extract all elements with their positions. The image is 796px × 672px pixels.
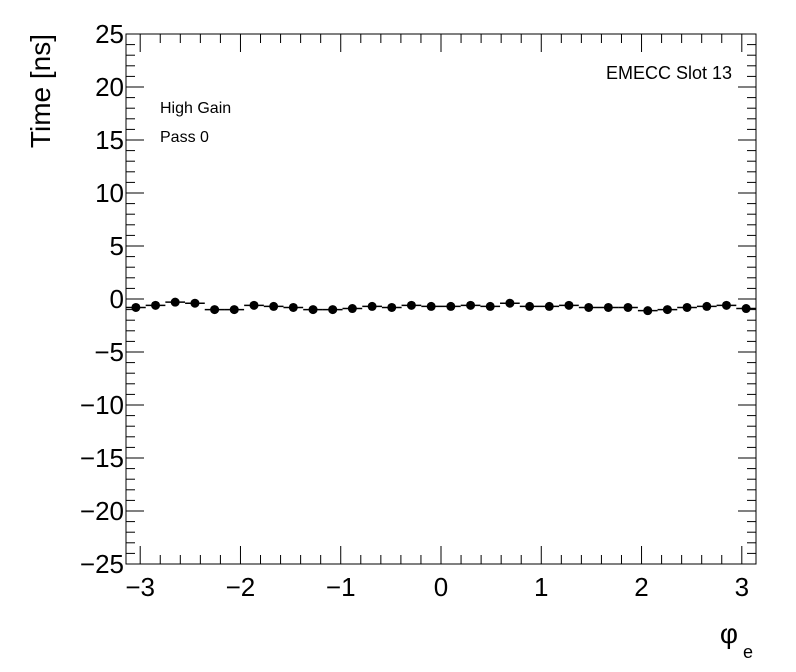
data-point [721, 300, 731, 310]
data-point [662, 305, 672, 315]
data-point [584, 302, 594, 312]
y-tick-label: −10 [80, 390, 124, 420]
x-tick-label: −3 [125, 572, 155, 602]
y-tick-label: 5 [110, 231, 124, 261]
y-tick-label: −25 [80, 549, 124, 579]
data-point [151, 300, 161, 310]
x-tick-label: 2 [634, 572, 648, 602]
data-points [126, 297, 756, 316]
data-point [229, 305, 239, 315]
y-axis-title: Time [ns] [25, 34, 56, 148]
data-point [406, 300, 416, 310]
y-tick-label: −5 [94, 337, 124, 367]
y-tick-label: 15 [95, 125, 124, 155]
data-point [249, 300, 259, 310]
data-point [210, 305, 220, 315]
data-point [485, 301, 495, 311]
data-point [367, 301, 377, 311]
x-tick-label: −1 [326, 572, 356, 602]
data-point [682, 302, 692, 312]
x-tick-label: 0 [434, 572, 448, 602]
data-point [131, 302, 141, 312]
data-point [741, 304, 751, 314]
data-point [643, 306, 653, 316]
y-tick-label: 20 [95, 72, 124, 102]
data-point [308, 305, 318, 315]
x-tick-label: 1 [534, 572, 548, 602]
data-point [564, 300, 574, 310]
axis-ticks [126, 33, 756, 565]
y-tick-label: 25 [95, 19, 124, 49]
data-point [544, 301, 554, 311]
x-axis-title-main: φ [720, 618, 738, 649]
y-tick-label: −15 [80, 443, 124, 473]
x-axis-title-subscript: e [743, 642, 753, 662]
data-point [466, 300, 476, 310]
data-point [170, 297, 180, 307]
data-point [328, 305, 338, 315]
data-point [347, 304, 357, 314]
x-tick-label: −2 [226, 572, 256, 602]
data-point [525, 301, 535, 311]
y-tick-label: 10 [95, 178, 124, 208]
data-point [702, 301, 712, 311]
y-tick-label: −20 [80, 496, 124, 526]
annotation-slot: EMECC Slot 13 [606, 63, 732, 83]
x-tick-label: 3 [735, 572, 749, 602]
annotation-pass: Pass 0 [160, 129, 209, 146]
data-point [603, 302, 613, 312]
x-axis-title: φ [720, 618, 738, 649]
data-point [623, 302, 633, 312]
annotation-high-gain: High Gain [160, 100, 231, 117]
data-point [426, 301, 436, 311]
data-point [446, 301, 456, 311]
data-point [288, 302, 298, 312]
y-tick-label: 0 [110, 284, 124, 314]
data-point [387, 302, 397, 312]
data-point [505, 298, 515, 308]
data-point [190, 298, 200, 308]
data-point [269, 301, 279, 311]
